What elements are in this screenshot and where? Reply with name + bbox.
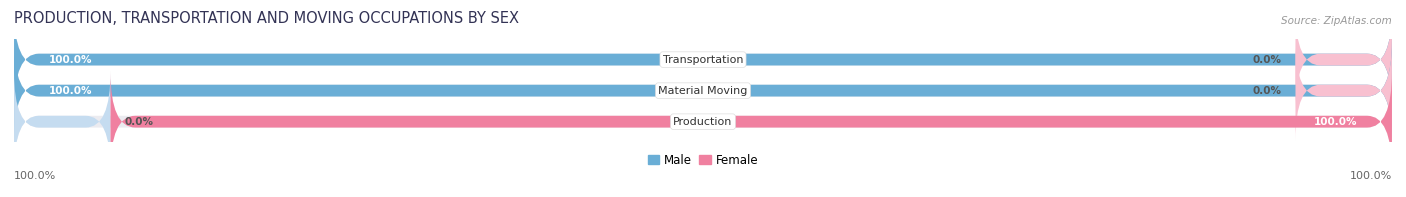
- Text: 0.0%: 0.0%: [124, 117, 153, 127]
- Text: 0.0%: 0.0%: [1253, 86, 1282, 96]
- FancyBboxPatch shape: [14, 41, 1392, 141]
- Text: 100.0%: 100.0%: [1350, 171, 1392, 180]
- Text: 100.0%: 100.0%: [14, 171, 56, 180]
- FancyBboxPatch shape: [14, 72, 1392, 172]
- Text: PRODUCTION, TRANSPORTATION AND MOVING OCCUPATIONS BY SEX: PRODUCTION, TRANSPORTATION AND MOVING OC…: [14, 11, 519, 26]
- Text: Production: Production: [673, 117, 733, 127]
- Text: 0.0%: 0.0%: [1253, 55, 1282, 65]
- Text: Material Moving: Material Moving: [658, 86, 748, 96]
- Text: Source: ZipAtlas.com: Source: ZipAtlas.com: [1281, 16, 1392, 26]
- Text: 100.0%: 100.0%: [48, 55, 91, 65]
- Legend: Male, Female: Male, Female: [648, 154, 758, 167]
- FancyBboxPatch shape: [1295, 10, 1392, 110]
- FancyBboxPatch shape: [111, 72, 1392, 172]
- FancyBboxPatch shape: [1295, 41, 1392, 141]
- FancyBboxPatch shape: [14, 10, 1392, 110]
- FancyBboxPatch shape: [14, 41, 1392, 141]
- Text: 100.0%: 100.0%: [48, 86, 91, 96]
- Text: 100.0%: 100.0%: [1315, 117, 1358, 127]
- FancyBboxPatch shape: [14, 10, 1392, 110]
- Text: Transportation: Transportation: [662, 55, 744, 65]
- FancyBboxPatch shape: [14, 72, 111, 172]
